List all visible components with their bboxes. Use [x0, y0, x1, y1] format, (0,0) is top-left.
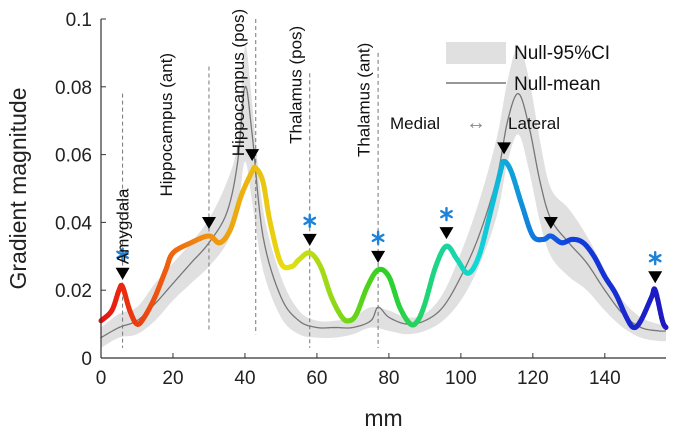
- region-label: Thalamus (pos): [286, 26, 305, 144]
- x-tick-label: 0: [96, 368, 107, 389]
- significance-star-icon: [648, 250, 662, 266]
- x-axis-label: mm: [364, 405, 402, 431]
- ci-band: [101, 46, 666, 348]
- peak-marker: [371, 250, 386, 263]
- x-tick-label: 140: [589, 368, 621, 389]
- direction-arrow-icon: ↔: [466, 112, 486, 134]
- significance-star-icon: [116, 247, 129, 263]
- region-label: Hippocampus (pos): [229, 9, 248, 156]
- y-tick-label: 0.04: [55, 213, 92, 234]
- x-tick-label: 60: [306, 368, 327, 389]
- y-tick-label: 0.1: [66, 10, 92, 31]
- y-tick-label: 0.08: [55, 78, 92, 99]
- legend-label: Null-95%CI: [514, 43, 610, 64]
- direction-right-label: Lateral: [508, 114, 560, 133]
- region-label: Amygdala: [114, 188, 133, 264]
- region-label: Thalamus (ant): [355, 43, 374, 157]
- x-tick-label: 40: [234, 368, 255, 389]
- direction-annotation: Medial ↔ Lateral: [390, 112, 560, 134]
- legend-label: Null-mean: [514, 74, 601, 95]
- peak-marker: [648, 271, 663, 284]
- y-tick-label: 0: [81, 349, 92, 370]
- legend: Null-95%CI Null-mean: [446, 42, 610, 95]
- significance-star-icon: [371, 230, 385, 246]
- region-label-layer: Amygdala Hippocampus (ant) Hippocampus (po…: [114, 9, 374, 264]
- peak-marker: [497, 142, 512, 155]
- observed-gradient-layer: [98, 158, 669, 331]
- y-tick-label: 0.02: [55, 281, 92, 302]
- peak-marker-layer: [115, 142, 663, 284]
- significance-star-icon: [303, 213, 317, 229]
- null-mean-line: [100, 85, 667, 339]
- y-tick-label: 0.06: [55, 146, 92, 167]
- ci-band-layer: [101, 46, 666, 348]
- peak-marker: [439, 227, 454, 240]
- peak-marker: [201, 216, 216, 229]
- significance-star-icon: [440, 206, 453, 222]
- axes-layer: 0 20 40 60 80 100 120 140 0 0.02 0.04 0.06 0.08 0.1 mm…: [5, 10, 666, 431]
- direction-left-label: Medial: [390, 114, 440, 133]
- legend-swatch-band: [446, 42, 506, 64]
- null-mean-layer: [100, 85, 667, 339]
- peak-marker: [543, 216, 558, 229]
- region-boundary-layer: [122, 19, 379, 348]
- region-label: Hippocampus (ant): [157, 53, 176, 197]
- x-tick-label: 100: [445, 368, 477, 389]
- y-axis-label: Gradient magnitude: [5, 87, 31, 289]
- peak-marker: [302, 233, 317, 246]
- x-tick-label: 20: [162, 368, 183, 389]
- x-tick-label: 80: [378, 368, 399, 389]
- x-tick-label: 120: [517, 368, 549, 389]
- peak-marker: [115, 267, 130, 280]
- peak-marker: [245, 149, 260, 162]
